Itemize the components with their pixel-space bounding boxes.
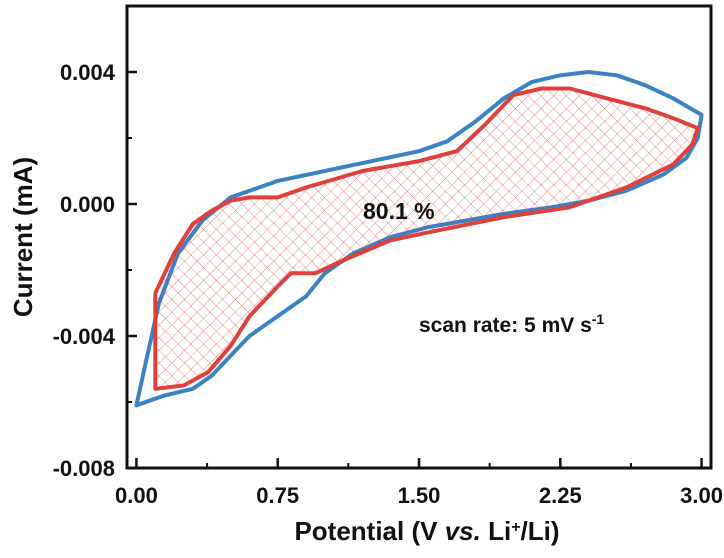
x-axis-title-part: Potential ( [294, 516, 420, 546]
x-axis-title-part: /Li) [521, 516, 560, 546]
y-tick-label: -0.008 [53, 456, 115, 481]
x-axis-title-part: + [511, 519, 520, 536]
y-tick-label: 0.004 [60, 60, 116, 85]
y-tick-label: 0.000 [60, 192, 115, 217]
y-axis-title: Current (mA) [8, 157, 38, 317]
labels-layer: 0.00 0.75 1.50 2.25 3.00 -0.008 -0.004 0.000 0.0… [8, 60, 723, 546]
x-axis-title-part: vs. [445, 516, 481, 546]
ticks-layer [127, 70, 703, 470]
x-axis-title-part: V [420, 516, 445, 546]
x-tick-label: 1.50 [398, 483, 441, 508]
series-0-line [134, 70, 704, 408]
x-tick-label: 2.25 [539, 483, 582, 508]
x-axis-title-part: Li [481, 516, 511, 546]
y-tick-label: -0.004 [53, 324, 116, 349]
scan-rate-superscript: -1 [592, 311, 605, 327]
x-tick-label: 0.75 [256, 483, 299, 508]
scan-rate-text: scan rate: 5 mV s [419, 314, 592, 337]
x-tick-label: 3.00 [680, 483, 723, 508]
series-1-line [153, 86, 700, 391]
scan-rate-annotation: scan rate: 5 mV s-1 [419, 311, 604, 337]
percentage-annotation: 80.1 % [363, 198, 435, 224]
series-1-hatch-fill [155, 88, 698, 389]
x-axis-title: Potential (V vs. Li+/Li) [294, 516, 559, 546]
series-layer [134, 70, 704, 408]
x-tick-label: 0.00 [115, 483, 158, 508]
